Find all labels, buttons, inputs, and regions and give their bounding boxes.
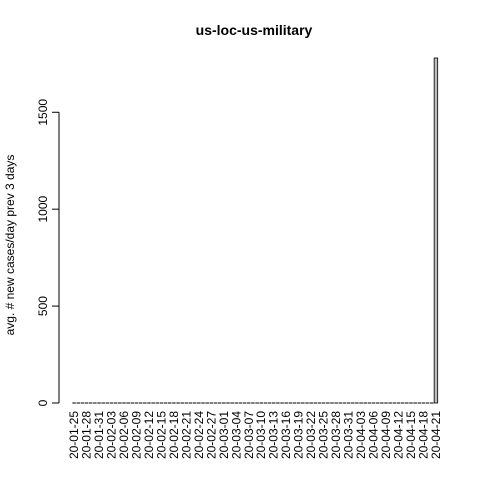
x-tick-label: 20-04-09	[379, 411, 393, 459]
x-tick-label: 20-02-06	[117, 411, 131, 459]
x-axis-tick-labels: 20-01-2520-01-2820-01-3120-02-0320-02-06…	[67, 411, 443, 459]
x-tick-label: 20-04-15	[404, 411, 418, 459]
x-tick-label: 20-02-18	[167, 411, 181, 459]
x-tick-label: 20-01-31	[92, 411, 106, 459]
x-tick-label: 20-04-06	[367, 411, 381, 459]
x-tick-label: 20-02-24	[192, 411, 206, 459]
x-tick-label: 20-03-22	[304, 411, 318, 459]
x-tick-label: 20-03-10	[254, 411, 268, 459]
x-tick-label: 20-03-31	[342, 411, 356, 459]
x-tick-label: 20-03-07	[242, 411, 256, 459]
y-tick-label: 1500	[36, 99, 50, 126]
y-tick-label: 0	[36, 399, 50, 406]
x-tick-label: 20-02-21	[179, 411, 193, 459]
x-tick-label: 20-02-15	[154, 411, 168, 459]
x-tick-label: 20-03-19	[292, 411, 306, 459]
x-tick-label: 20-04-21	[429, 411, 443, 459]
x-tick-label: 20-01-28	[80, 411, 94, 459]
x-tick-label: 20-02-12	[142, 411, 156, 459]
y-tick-label: 500	[36, 296, 50, 316]
x-tick-label: 20-03-28	[329, 411, 343, 459]
bars	[72, 57, 439, 404]
x-tick-label: 20-02-09	[129, 411, 143, 459]
chart-title: us-loc-us-military	[196, 22, 313, 38]
x-tick-label: 20-02-03	[105, 411, 119, 459]
x-tick-label: 20-01-25	[67, 411, 81, 459]
x-tick-label: 20-03-13	[267, 411, 281, 459]
y-axis-label: avg. # new cases/day prev 3 days	[3, 155, 17, 336]
x-tick-label: 20-03-16	[279, 411, 293, 459]
x-tick-label: 20-02-27	[204, 411, 218, 459]
y-axis: 0 500 1000 1500	[36, 99, 60, 406]
x-tick-label: 20-04-18	[416, 411, 430, 459]
x-tick-label: 20-04-12	[391, 411, 405, 459]
x-tick-label: 20-04-03	[354, 411, 368, 459]
y-tick-label: 1000	[36, 196, 50, 223]
x-tick-label: 20-03-01	[217, 411, 231, 459]
x-tick-label: 20-03-25	[317, 411, 331, 459]
x-tick-label: 20-03-04	[229, 411, 243, 459]
bar	[433, 57, 439, 404]
